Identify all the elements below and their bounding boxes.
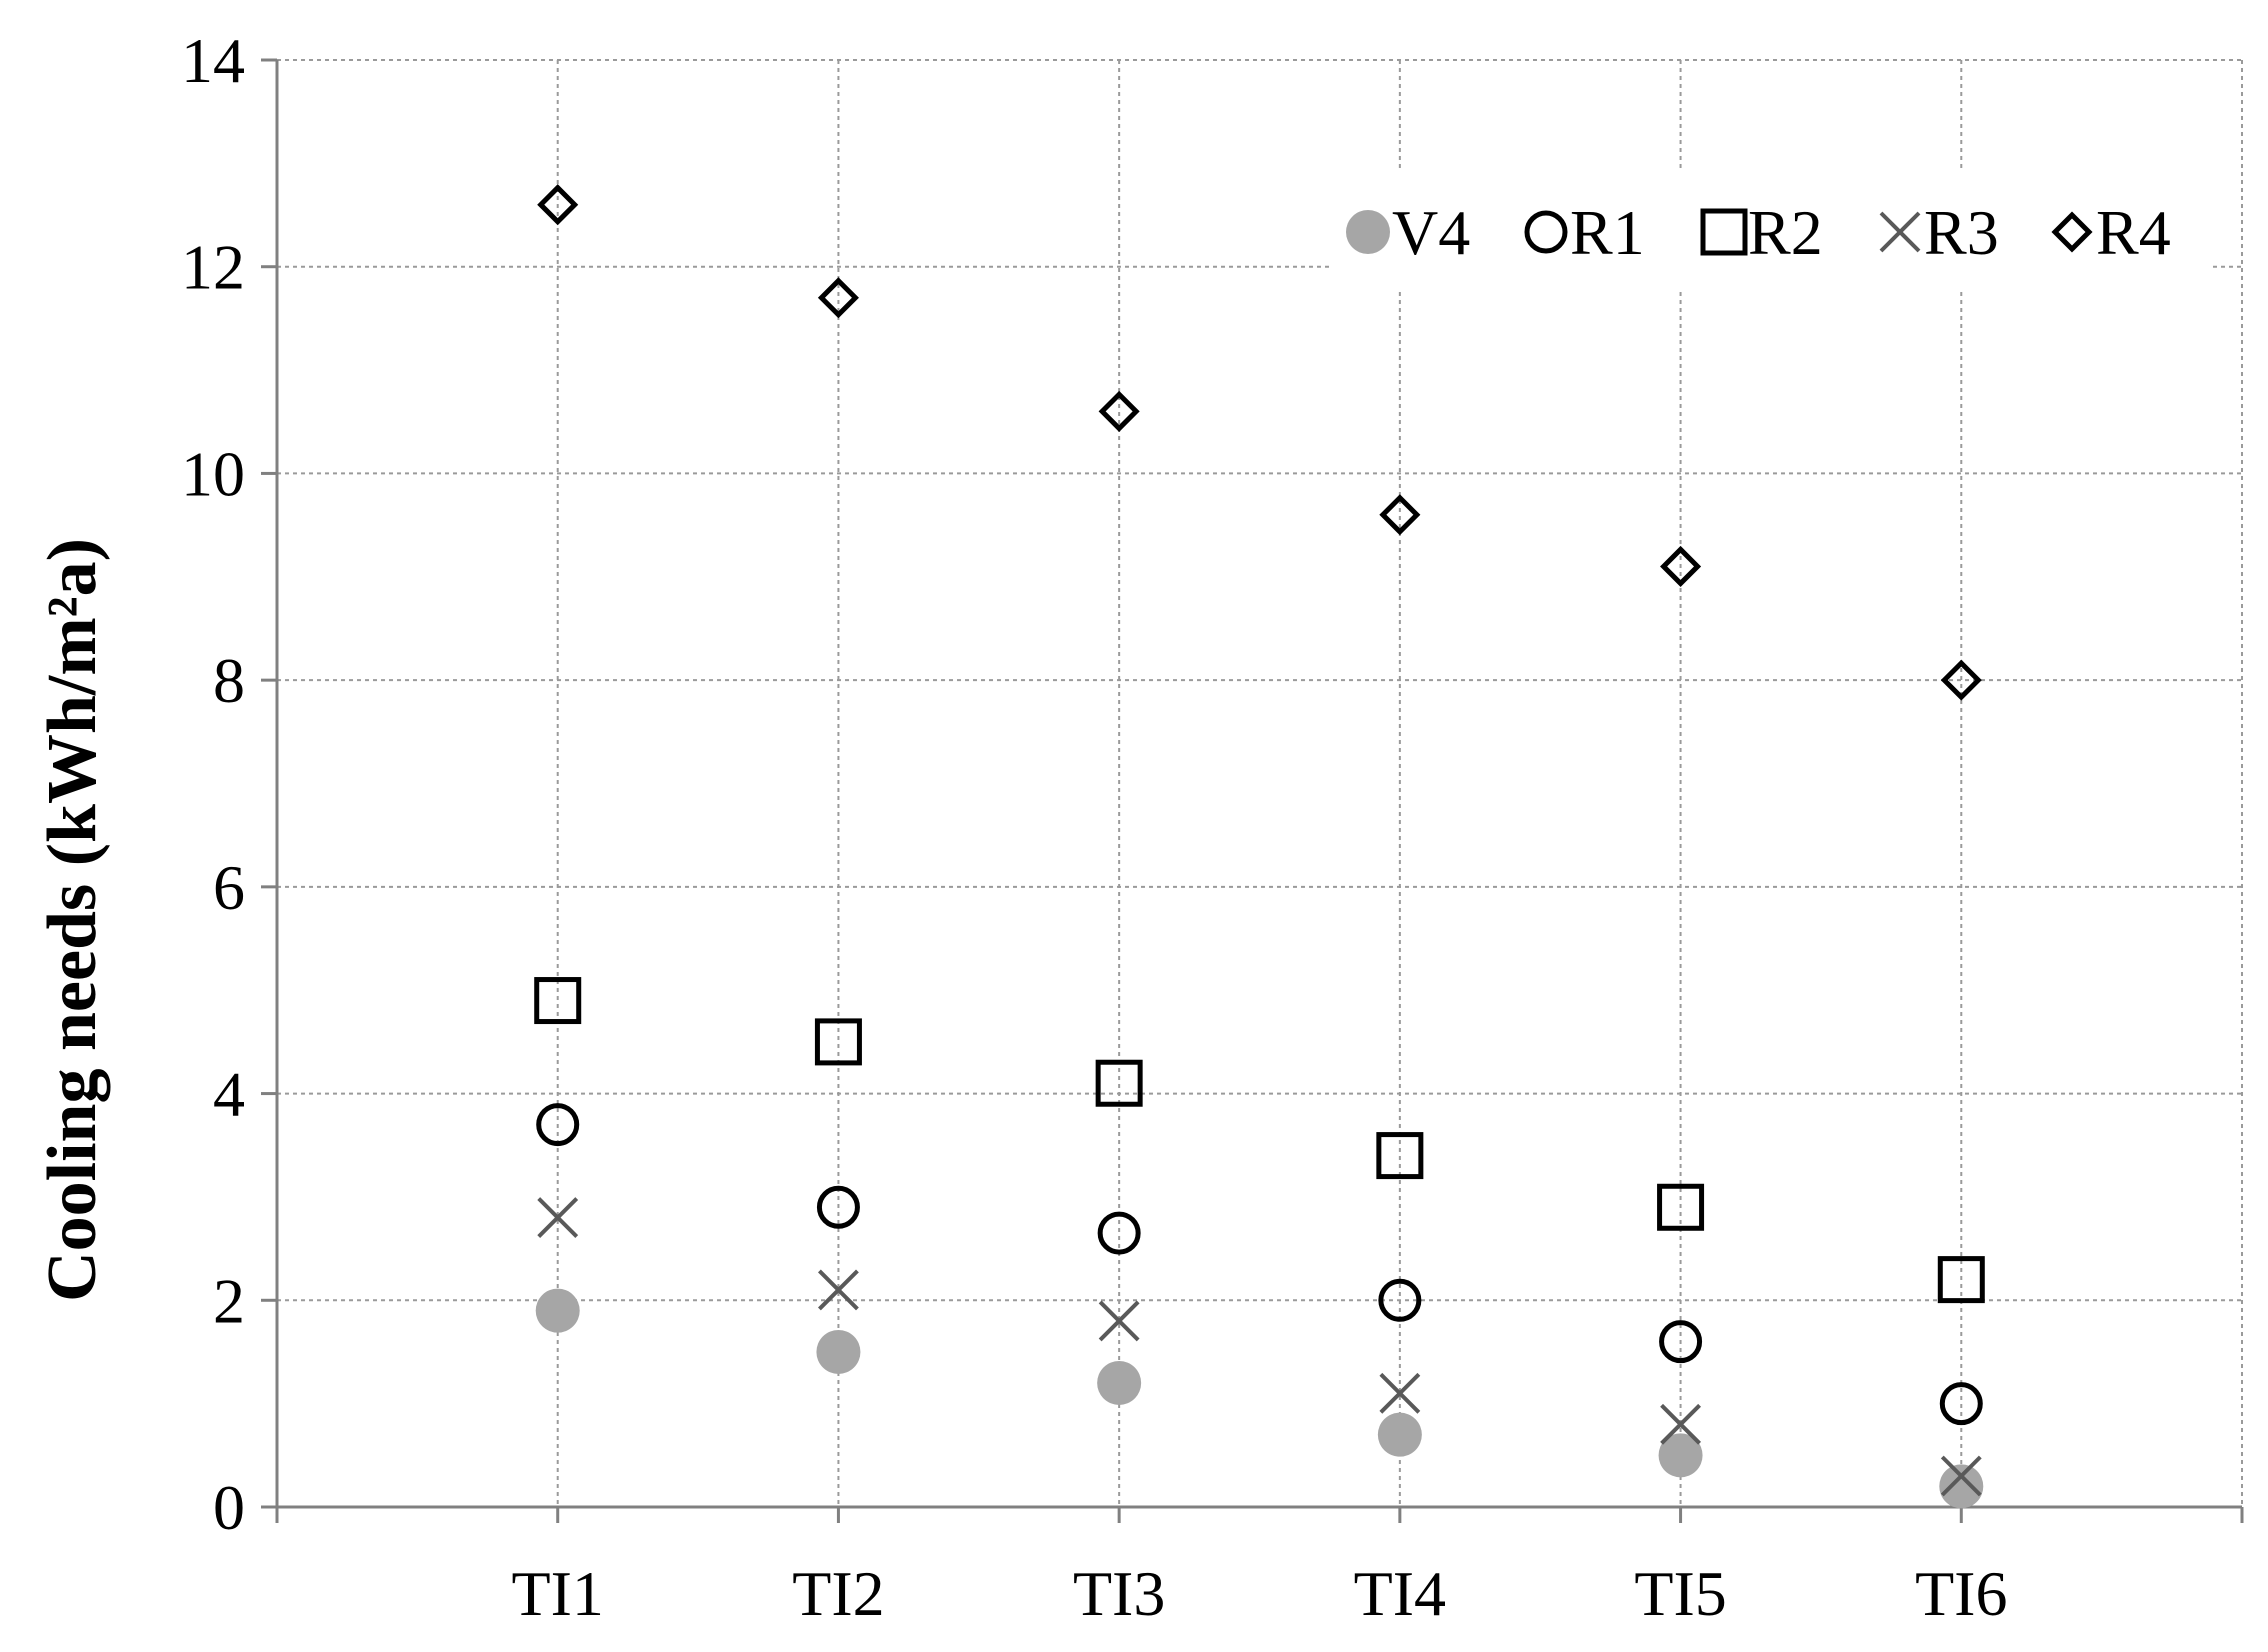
data-point-r2 bbox=[534, 977, 582, 1025]
data-point-r4 bbox=[1098, 390, 1140, 432]
legend-label: R4 bbox=[2096, 197, 2171, 268]
x-tick-label: TI3 bbox=[1073, 1558, 1165, 1629]
data-point-r4 bbox=[1379, 494, 1421, 536]
data-marks bbox=[534, 184, 1985, 1509]
data-point-r1 bbox=[816, 1185, 860, 1229]
grid bbox=[277, 59, 2243, 1507]
legend-marker-r4 bbox=[2051, 211, 2093, 253]
data-point-r1 bbox=[1939, 1382, 1983, 1426]
y-tick-label: 2 bbox=[213, 1265, 245, 1336]
legend-item-r1: R1 bbox=[1524, 197, 1645, 268]
y-tick-label: 6 bbox=[213, 852, 245, 923]
y-axis-title: Cooling needs (kWh/m²a) bbox=[34, 538, 111, 1302]
legend-item-v4: V4 bbox=[1346, 197, 1470, 268]
legend-marker-r3 bbox=[1879, 211, 1921, 253]
data-point-v4 bbox=[1939, 1464, 1984, 1509]
data-point-r3 bbox=[818, 1269, 859, 1311]
data-point-r4 bbox=[537, 184, 579, 226]
legend-label: R3 bbox=[1924, 197, 1999, 268]
data-point-v4 bbox=[1658, 1433, 1703, 1478]
legend-marker-v4 bbox=[1346, 210, 1390, 254]
legend-label: V4 bbox=[1392, 197, 1470, 268]
data-point-r1 bbox=[1659, 1320, 1703, 1364]
data-point-r1 bbox=[1378, 1278, 1422, 1322]
data-point-r4 bbox=[1660, 545, 1702, 587]
x-tick-label: TI6 bbox=[1915, 1558, 2007, 1629]
data-point-r2 bbox=[1937, 1256, 1985, 1304]
data-point-r3 bbox=[1940, 1455, 1982, 1497]
data-point-r1 bbox=[1097, 1211, 1141, 1255]
x-tick-label: TI2 bbox=[792, 1558, 884, 1629]
legend-marker-r2 bbox=[1700, 208, 1748, 256]
data-point-v4 bbox=[816, 1329, 861, 1374]
legend-background bbox=[1330, 170, 2210, 290]
data-point-r4 bbox=[1940, 659, 1982, 701]
data-point-r2 bbox=[814, 1018, 862, 1066]
legend-marker-r1 bbox=[1524, 210, 1568, 254]
y-tick-label: 0 bbox=[213, 1472, 245, 1543]
y-tick-label: 14 bbox=[181, 25, 245, 96]
x-tick-label: TI1 bbox=[512, 1558, 604, 1629]
data-point-r2 bbox=[1095, 1059, 1143, 1107]
legend-label: R2 bbox=[1748, 197, 1823, 268]
legend: V4 R1 R2 R3 R4 bbox=[1346, 197, 2171, 268]
data-point-v4 bbox=[1377, 1412, 1422, 1457]
data-point-r2 bbox=[1376, 1132, 1424, 1180]
data-point-r4 bbox=[817, 277, 859, 319]
x-tick-label: TI5 bbox=[1634, 1558, 1726, 1629]
data-point-r3 bbox=[1098, 1300, 1140, 1342]
axes: 0 2 4 6 8 10 12 14 TI1 TI2 TI3 TI4 TI5 TI6 bbox=[181, 25, 2244, 1629]
y-tick-label: 10 bbox=[181, 438, 245, 509]
data-point-v4 bbox=[1097, 1360, 1142, 1405]
y-tick-label: 12 bbox=[181, 232, 245, 303]
data-point-r2 bbox=[1657, 1183, 1705, 1231]
legend-item-r4: R4 bbox=[2051, 197, 2171, 268]
y-tick-label: 8 bbox=[213, 645, 245, 716]
data-point-v4 bbox=[535, 1288, 580, 1333]
legend-item-r3: R3 bbox=[1879, 197, 1999, 268]
data-point-r1 bbox=[536, 1103, 580, 1147]
data-point-r3 bbox=[537, 1197, 579, 1239]
data-point-r3 bbox=[1660, 1403, 1701, 1445]
x-tick-label: TI4 bbox=[1354, 1558, 1446, 1629]
legend-label: R1 bbox=[1570, 197, 1645, 268]
y-tick-label: 4 bbox=[213, 1059, 245, 1130]
legend-item-r2: R2 bbox=[1700, 197, 1823, 268]
data-point-r3 bbox=[1379, 1372, 1421, 1414]
